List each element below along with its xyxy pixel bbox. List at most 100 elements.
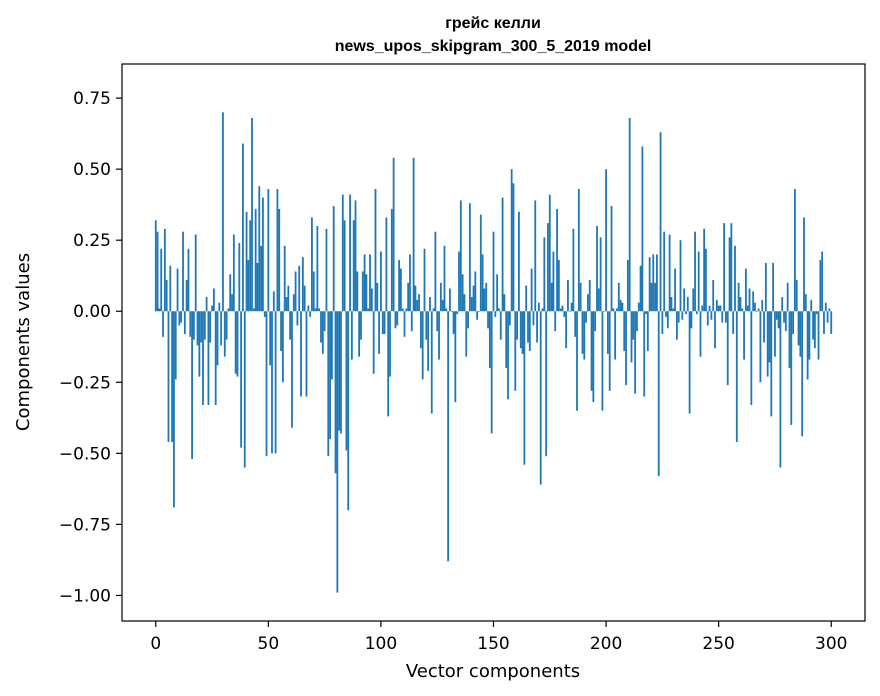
bar: [205, 297, 208, 312]
bar: [648, 257, 651, 312]
bar: [532, 311, 535, 326]
bar: [603, 311, 606, 312]
bar: [329, 311, 331, 440]
bar: [757, 308, 760, 312]
bar: [234, 311, 237, 374]
bar: [323, 311, 326, 332]
bar: [485, 282, 488, 312]
bar: [617, 282, 620, 312]
y-tick-label: 0.25: [73, 231, 111, 251]
x-axis-ticks: 0 50 100 150 200 250 300: [150, 621, 847, 654]
bar: [467, 311, 469, 329]
bar: [610, 206, 613, 312]
bar: [169, 265, 172, 312]
bar: [514, 311, 517, 391]
y-tick-label: −0.25: [59, 373, 111, 393]
bar: [212, 288, 215, 312]
bar: [616, 308, 618, 312]
bar: [654, 282, 656, 312]
bar: [223, 311, 226, 357]
bar: [156, 231, 159, 312]
bar: [817, 311, 820, 360]
bar: [763, 311, 765, 343]
bar: [294, 271, 297, 312]
bar: [768, 311, 771, 363]
bar: [819, 260, 822, 312]
bar: [579, 282, 582, 312]
bar: [636, 311, 638, 332]
bar: [211, 305, 213, 312]
bar: [530, 268, 533, 312]
chart-title-line2: news_upos_skipgram_300_5_2019 model: [335, 38, 652, 55]
bar: [341, 194, 344, 312]
bar: [732, 311, 735, 334]
bar: [193, 311, 195, 340]
bar: [456, 311, 459, 315]
bar: [311, 217, 313, 312]
bar: [396, 311, 399, 326]
bar: [445, 308, 448, 312]
y-tick-label: 0.75: [73, 89, 111, 109]
bar: [487, 311, 489, 329]
bar: [432, 308, 435, 312]
bar: [804, 294, 807, 312]
bar: [710, 311, 713, 320]
bar: [409, 254, 411, 312]
bar: [599, 237, 602, 312]
bar: [576, 311, 578, 411]
bar: [641, 146, 644, 312]
bar: [628, 117, 631, 312]
bar: [365, 274, 368, 312]
bar: [772, 262, 775, 312]
bar: [823, 311, 825, 334]
bar: [801, 311, 804, 437]
bar: [528, 311, 531, 352]
bar: [779, 311, 782, 468]
bar: [292, 294, 295, 312]
bar: [412, 157, 415, 312]
bar: [238, 243, 241, 312]
bar: [786, 282, 789, 312]
bar: [470, 297, 473, 312]
bar: [550, 282, 553, 312]
x-tick-label: 100: [365, 634, 397, 654]
bar: [734, 245, 736, 312]
x-tick-label: 150: [477, 634, 509, 654]
bar: [287, 285, 290, 312]
bar: [799, 311, 802, 357]
bar: [439, 282, 442, 312]
bar: [231, 294, 233, 312]
bar: [766, 311, 769, 377]
bar: [269, 311, 272, 366]
bar: [508, 311, 511, 326]
bar: [656, 254, 658, 312]
bar: [459, 200, 462, 312]
bar: [681, 311, 684, 320]
bar: [316, 225, 319, 312]
bar: [784, 311, 787, 332]
bar: [358, 311, 361, 357]
bar: [416, 299, 419, 312]
bar: [559, 308, 562, 312]
bar: [414, 285, 417, 312]
bar: [285, 297, 288, 312]
bar: [180, 311, 183, 323]
bar: [634, 311, 637, 394]
y-tick-label: −0.50: [59, 444, 111, 464]
bar: [301, 257, 304, 312]
bar: [512, 183, 515, 312]
bar: [824, 302, 827, 312]
bar: [458, 251, 460, 312]
bar: [625, 311, 627, 386]
bar: [556, 208, 558, 312]
bar: [452, 311, 455, 334]
bar: [380, 251, 382, 312]
bar: [695, 311, 698, 315]
bar: [247, 260, 250, 312]
bar: [372, 311, 375, 374]
chart-title-line1: грейс келли: [445, 15, 541, 32]
y-axis-ticks: −1.00 −0.75 −0.50 −0.25 0.00 0.25 0.50 0.75: [59, 89, 122, 606]
bar: [828, 308, 831, 312]
bar: [821, 251, 824, 312]
bar: [545, 311, 548, 457]
